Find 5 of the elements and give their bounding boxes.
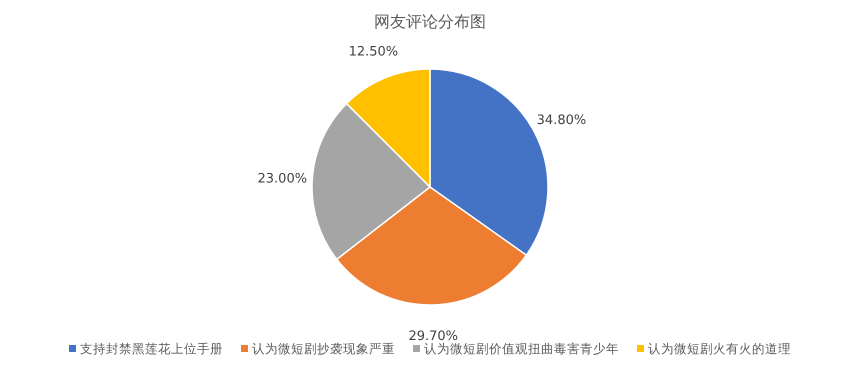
legend-label: 认为微短剧抄袭现象严重 xyxy=(252,341,395,356)
legend-label: 支持封禁黑莲花上位手册 xyxy=(80,341,223,356)
title: 网友评论分布图 xyxy=(374,12,486,31)
legend-label: 认为微短剧价值观扭曲毒害青少年 xyxy=(424,341,619,356)
legend-label: 认为微短剧火有火的道理 xyxy=(648,341,791,356)
